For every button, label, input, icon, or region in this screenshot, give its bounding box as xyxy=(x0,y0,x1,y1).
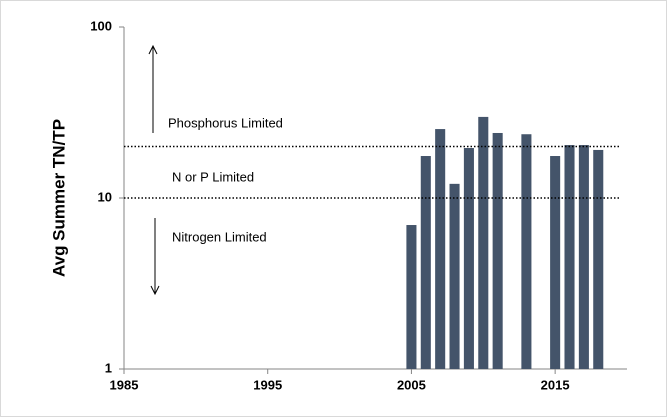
bar xyxy=(492,132,503,369)
x-tick-label: 2015 xyxy=(541,377,570,392)
y-tick-label: 10 xyxy=(98,189,112,204)
annotation: Phosphorus Limited xyxy=(168,115,283,130)
bar xyxy=(463,148,474,369)
bar xyxy=(578,145,589,369)
arrows xyxy=(148,44,160,296)
y-tick-label: 100 xyxy=(90,18,112,33)
bar xyxy=(550,156,561,369)
annotation: N or P Limited xyxy=(172,169,254,184)
bar xyxy=(593,149,604,369)
arrow-head xyxy=(148,44,158,55)
bar xyxy=(420,156,431,369)
y-axis-label: Avg Summer TN/TP xyxy=(49,119,68,277)
x-tick-label: 2005 xyxy=(397,377,426,392)
bar xyxy=(478,116,489,369)
bar xyxy=(449,183,460,369)
bar xyxy=(435,129,446,369)
y-tick-label: 1 xyxy=(105,360,112,375)
arrow-head xyxy=(150,285,160,296)
bar xyxy=(521,134,532,369)
bar xyxy=(564,145,575,369)
x-tick-label: 1995 xyxy=(253,377,282,392)
annotation: Nitrogen Limited xyxy=(172,229,267,244)
bar xyxy=(406,225,417,369)
x-tick-label: 1985 xyxy=(110,377,139,392)
